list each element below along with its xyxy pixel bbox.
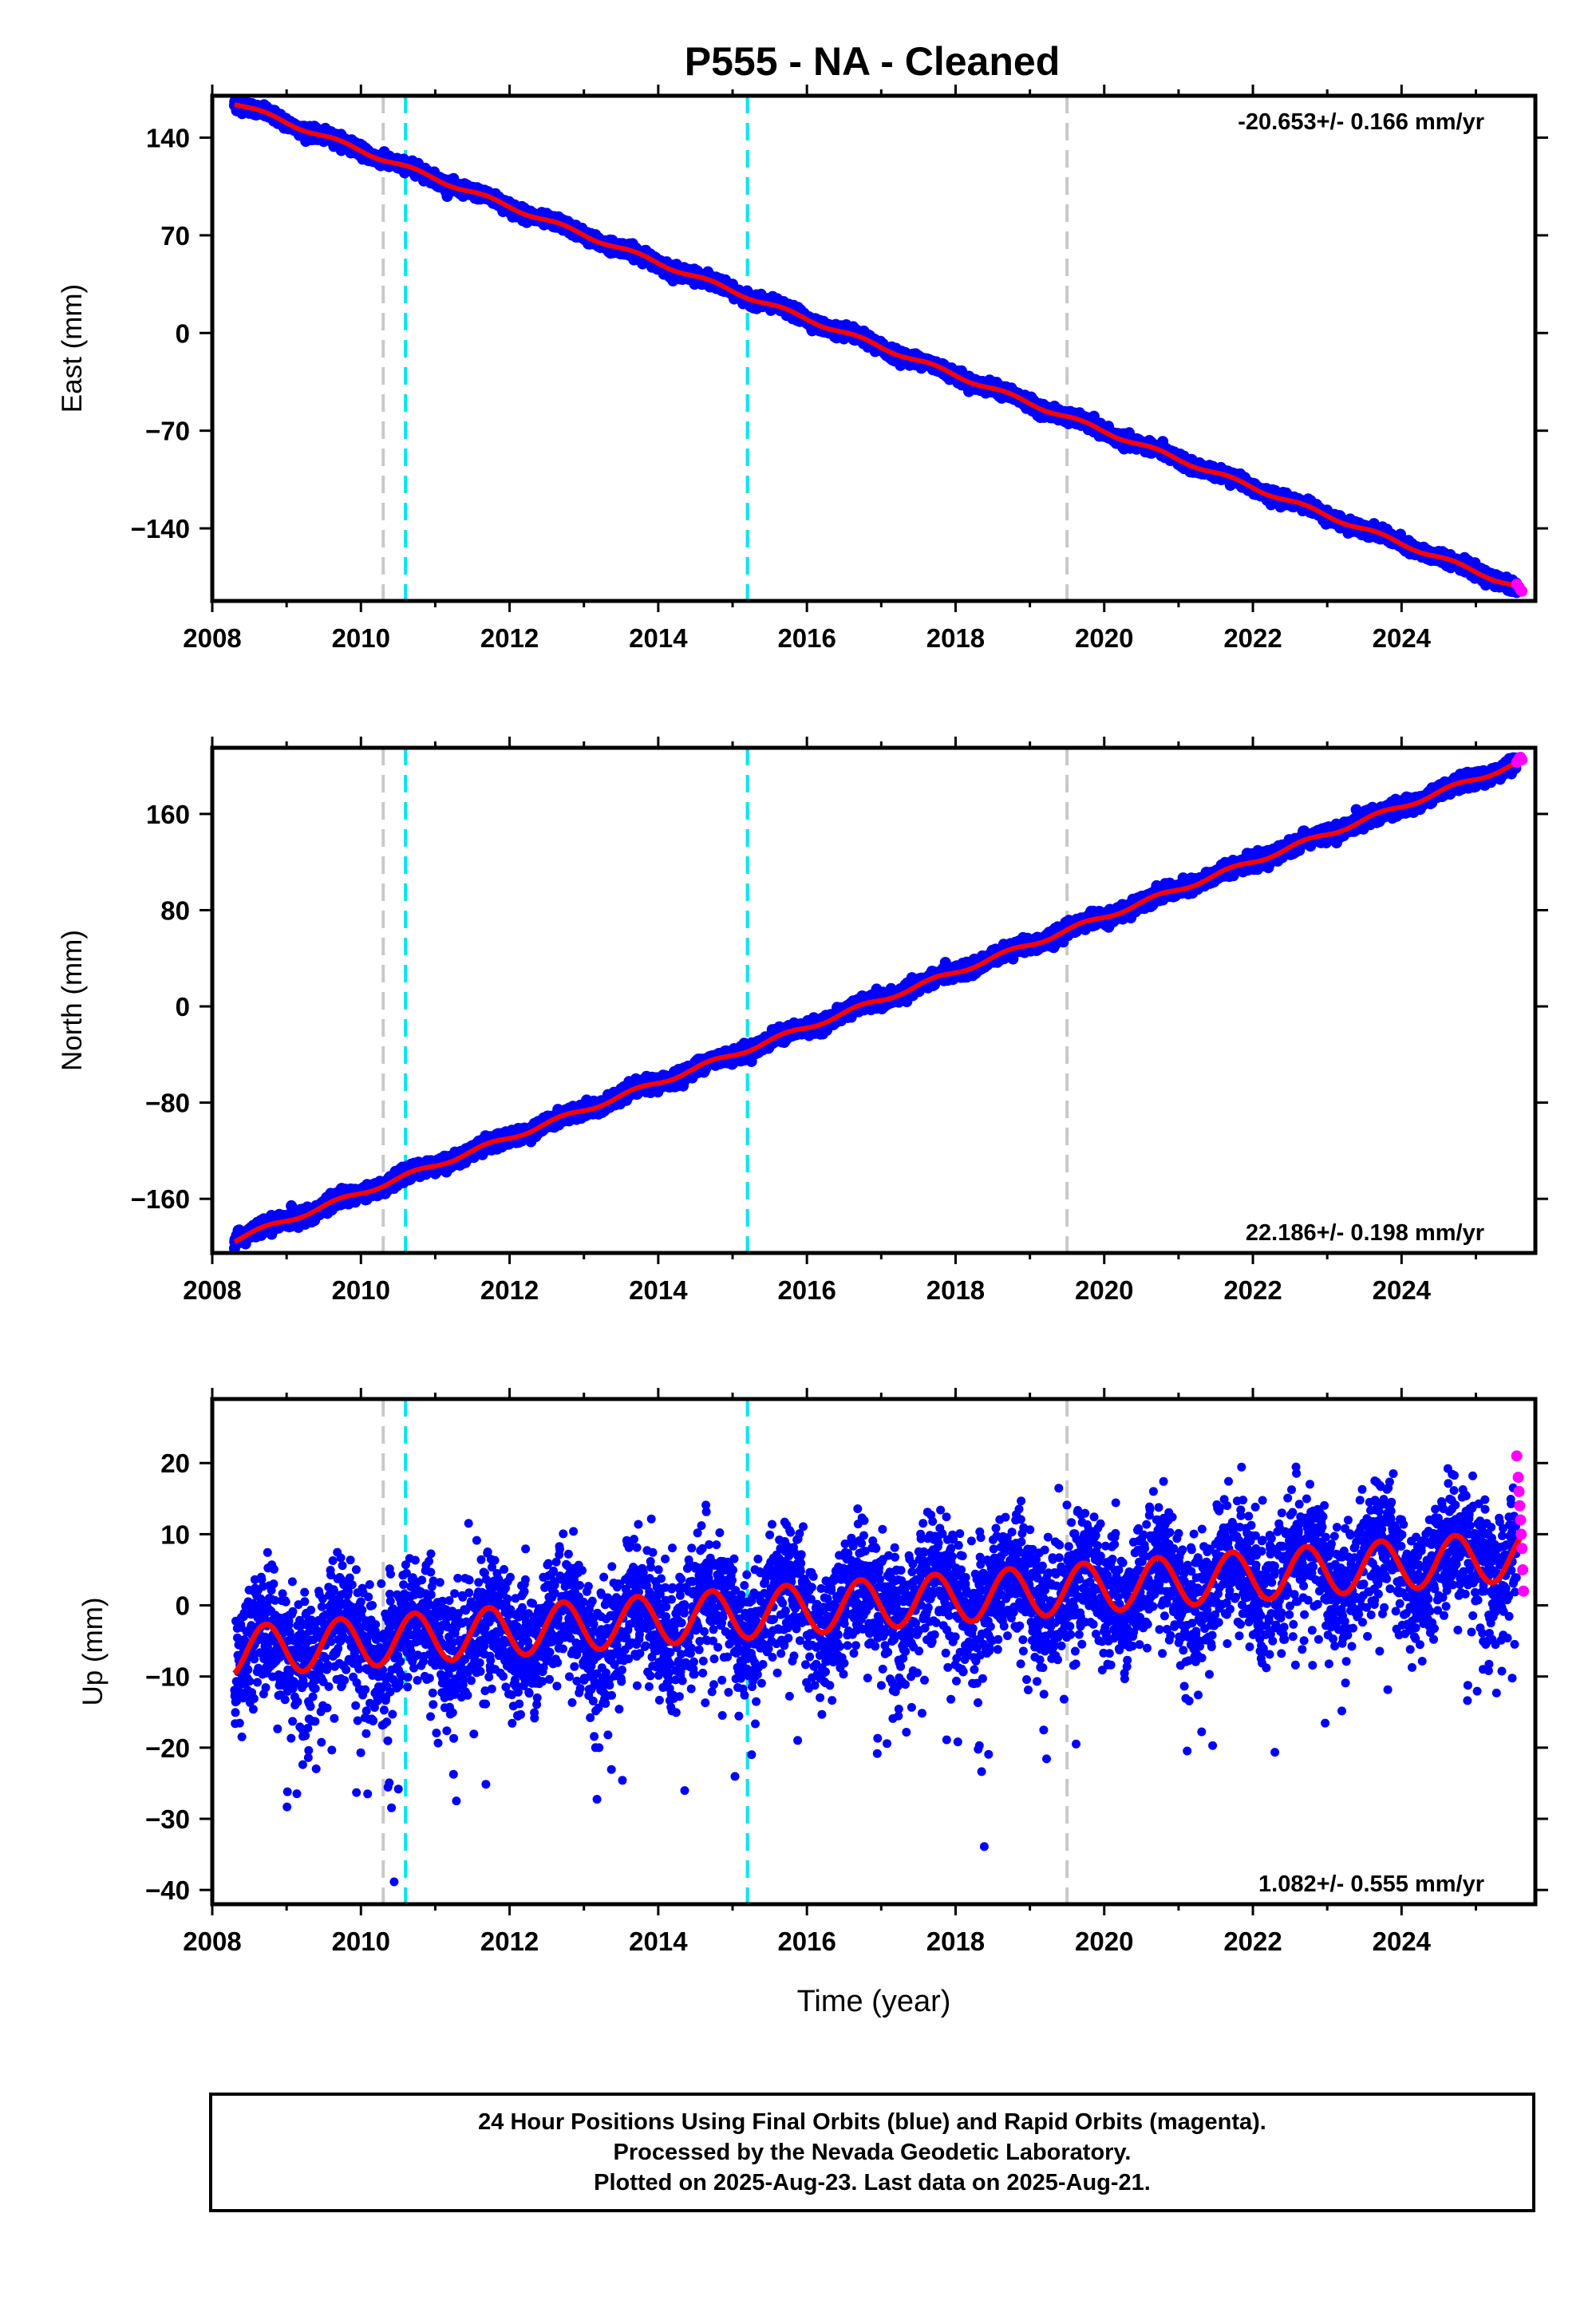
figure-title: P555 - NA - Cleaned — [685, 39, 1061, 84]
plot-area — [228, 96, 1528, 601]
east-panel: 2008 2010 2012 2014 2016 2018 2020 2022 20241407… — [57, 85, 1548, 653]
